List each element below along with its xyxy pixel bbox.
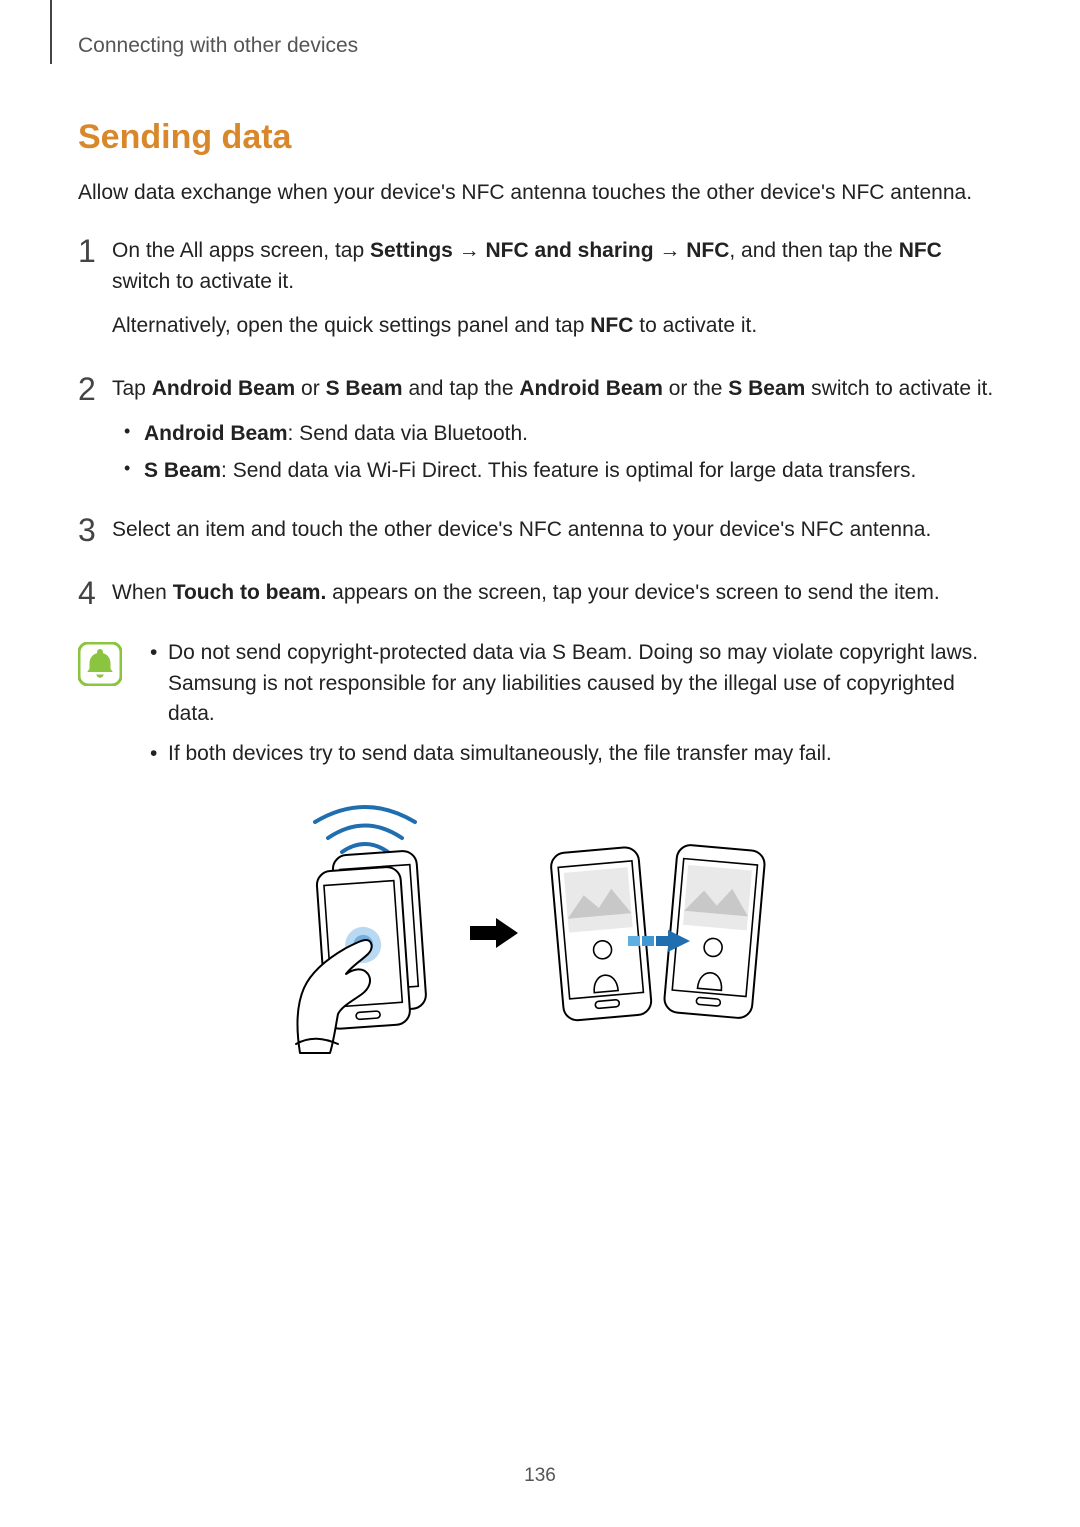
step1-line2: Alternatively, open the quick settings p… (112, 311, 1002, 341)
intro-text: Allow data exchange when your device's N… (78, 178, 1002, 208)
step1-line1: On the All apps screen, tap Settings → N… (112, 236, 1002, 297)
bell-note-icon (78, 642, 122, 686)
page-number: 136 (0, 1465, 1080, 1487)
step2-sublist: Android Beam: Send data via Bluetooth. S… (112, 418, 1002, 487)
figure-arrow (470, 918, 518, 948)
note-body: Do not send copyright-protected data via… (148, 638, 1002, 780)
step3-line: Select an item and touch the other devic… (112, 515, 1002, 545)
header-rule (50, 0, 52, 64)
step-num: 3 (78, 513, 106, 559)
step-2: 2 Tap Android Beam or S Beam and tap the… (78, 372, 1002, 498)
step-3: 3 Select an item and touch the other dev… (78, 513, 1002, 559)
sub-android-beam: Android Beam: Send data via Bluetooth. (134, 418, 1002, 451)
header-chapter: Connecting with other devices (78, 34, 358, 58)
step-1: 1 On the All apps screen, tap Settings →… (78, 234, 1002, 355)
note-block: Do not send copyright-protected data via… (78, 638, 1002, 780)
sub-s-beam: S Beam: Send data via Wi-Fi Direct. This… (134, 455, 1002, 488)
figure-right-phones (550, 844, 766, 1021)
step2-line1: Tap Android Beam or S Beam and tap the A… (112, 374, 1002, 404)
nfc-beam-figure (78, 798, 1002, 1063)
figure-left-phones (296, 807, 427, 1053)
note-item-simultaneous: If both devices try to send data simulta… (148, 739, 1002, 769)
step-num: 1 (78, 234, 106, 355)
section-title: Sending data (78, 118, 1002, 157)
step-num: 4 (78, 576, 106, 622)
note-item-copyright: Do not send copyright-protected data via… (148, 638, 1002, 729)
step-4: 4 When Touch to beam. appears on the scr… (78, 576, 1002, 622)
step-num: 2 (78, 372, 106, 498)
step4-line: When Touch to beam. appears on the scree… (112, 578, 1002, 608)
